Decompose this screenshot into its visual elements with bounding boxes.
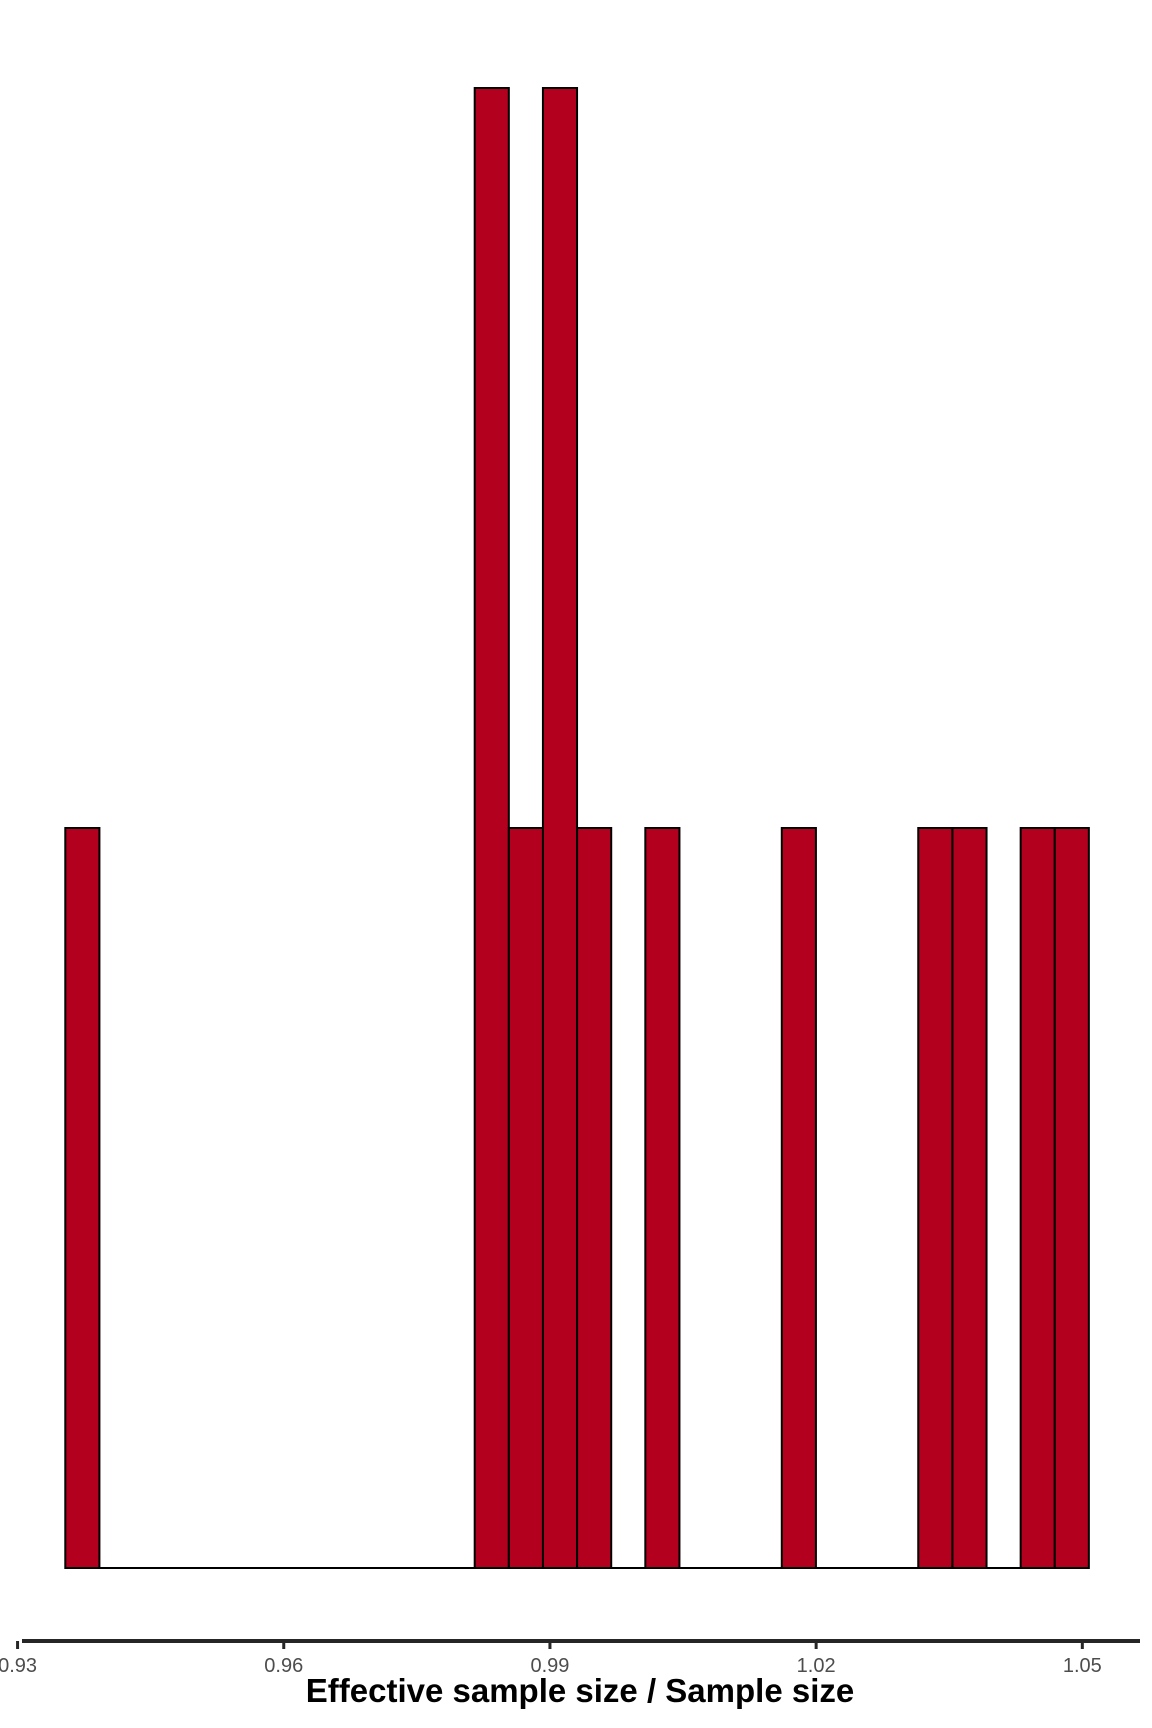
histogram-bar-3	[507, 827, 544, 1569]
x-tick-label: 1.05	[1063, 1655, 1102, 1677]
histogram-bar-5	[576, 827, 613, 1569]
x-axis: 0.93 0.96 0.99 1.02 1.05	[0, 1639, 1140, 1677]
histogram-bar-2	[473, 87, 510, 1569]
histogram-bar-6	[644, 827, 681, 1569]
histogram-bar-11	[1053, 827, 1090, 1569]
x-tick-label: 0.96	[264, 1655, 303, 1677]
histogram-bar-7	[780, 827, 817, 1569]
x-tick-label: 0.93	[0, 1655, 37, 1677]
x-ticks: 0.93 0.96 0.99 1.02 1.05	[0, 1641, 1102, 1677]
histogram-bars	[64, 87, 1090, 1569]
histogram-bar-8	[917, 827, 954, 1569]
histogram-bar-1	[64, 827, 101, 1569]
x-tick-label: 1.02	[797, 1655, 836, 1677]
histogram-bar-9	[951, 827, 988, 1569]
histogram-bar-4	[541, 87, 579, 1569]
x-axis-title: Effective sample size / Sample size	[306, 1672, 854, 1709]
histogram-bar-10	[1019, 827, 1056, 1569]
x-tick-label: 0.99	[530, 1655, 569, 1677]
